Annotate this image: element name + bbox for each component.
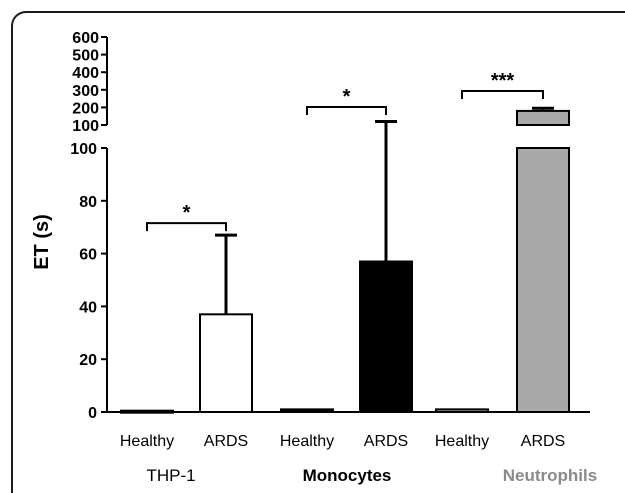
significance-label: *** (491, 70, 515, 92)
x-tick-label: ARDS (521, 433, 565, 450)
x-tick-labels: Healthy ARDS Healthy ARDS Healthy ARDS THP-1 Mo… (120, 433, 597, 485)
y-tick-label-lower: 40 (79, 299, 97, 316)
y-tick-label-upper: 100 (72, 118, 99, 135)
y-axis-label: ET (s) (31, 214, 53, 270)
bars (120, 106, 570, 414)
x-tick-label: Healthy (280, 433, 334, 450)
significance-bracket (146, 222, 227, 232)
group-label: Neutrophils (503, 466, 597, 485)
bar (516, 147, 570, 413)
y-tick-label-upper: 300 (72, 83, 99, 100)
bar (435, 408, 489, 413)
bar-group (435, 408, 489, 413)
x-tick-label: Healthy (435, 433, 489, 450)
y-tick-label-upper: 600 (72, 30, 99, 47)
x-tick-label: ARDS (364, 433, 408, 450)
chart-border (11, 11, 625, 493)
bar-group (516, 106, 570, 413)
y-tick-label-upper: 200 (72, 100, 99, 117)
significance-brackets: ***** (146, 70, 544, 232)
x-tick-label: ARDS (204, 433, 248, 450)
bar (120, 409, 174, 414)
group-label: THP-1 (146, 466, 195, 485)
bar-group (199, 233, 253, 414)
bar-group (120, 409, 174, 414)
significance-label: * (343, 86, 351, 108)
bar-group (359, 119, 413, 413)
y-tick-label-upper: 500 (72, 48, 99, 65)
bar (199, 313, 253, 414)
x-tick-label: Healthy (120, 433, 174, 450)
bar-group (280, 408, 334, 413)
significance-label: * (183, 202, 191, 224)
significance-bracket (461, 90, 544, 99)
y-tick-label-lower: 20 (79, 352, 97, 369)
significance-bracket (306, 106, 387, 115)
y-tick-label-lower: 0 (88, 405, 97, 422)
bar (280, 408, 334, 413)
bar-upper-segment (516, 109, 570, 126)
y-tick-label-lower: 80 (79, 194, 97, 211)
y-tick-label-lower: 100 (70, 141, 97, 158)
y-tick-label-lower: 60 (79, 247, 97, 264)
y-tick-label-upper: 400 (72, 65, 99, 82)
group-label: Monocytes (303, 466, 392, 485)
bar (359, 260, 413, 413)
